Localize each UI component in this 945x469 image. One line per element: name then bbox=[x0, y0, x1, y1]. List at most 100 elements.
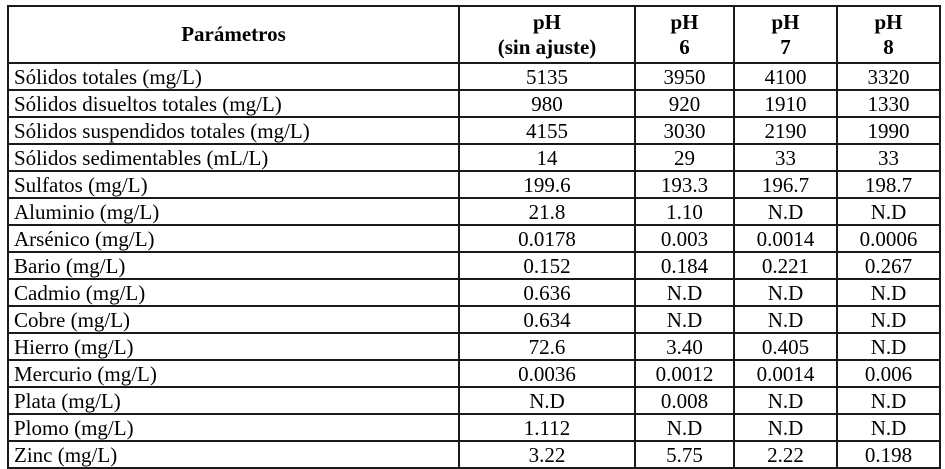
table-header-row: Parámetros pH (sin ajuste) pH 6 pH 7 pH 8 bbox=[7, 5, 941, 64]
value-cell: N.D bbox=[836, 197, 941, 226]
value-cell: 2190 bbox=[733, 116, 838, 145]
value-cell: 0.636 bbox=[458, 278, 636, 307]
value-cell: 0.0036 bbox=[458, 359, 636, 388]
parameter-name-cell: Sólidos totales (mg/L) bbox=[7, 62, 460, 91]
value-cell: N.D bbox=[634, 305, 735, 334]
table-row: Zinc (mg/L) 3.22 5.75 2.22 0.198 bbox=[7, 440, 941, 469]
column-header-ph: pH (sin ajuste) bbox=[458, 5, 636, 64]
table-row: Cadmio (mg/L) 0.636 N.D N.D N.D bbox=[7, 278, 941, 307]
parameter-name-cell: Arsénico (mg/L) bbox=[7, 224, 460, 253]
table-row: Sólidos totales (mg/L) 5135 3950 4100 3320 bbox=[7, 62, 941, 91]
value-cell: 0.152 bbox=[458, 251, 636, 280]
value-cell: 920 bbox=[634, 89, 735, 118]
value-cell: 0.003 bbox=[634, 224, 735, 253]
value-cell: N.D bbox=[634, 413, 735, 442]
value-cell: 14 bbox=[458, 143, 636, 172]
parameter-name-cell: Plomo (mg/L) bbox=[7, 413, 460, 442]
value-cell: N.D bbox=[634, 278, 735, 307]
ph-header-line1: pH bbox=[532, 9, 561, 34]
parameter-name-cell: Cadmio (mg/L) bbox=[7, 278, 460, 307]
value-cell: N.D bbox=[733, 386, 838, 415]
value-cell: 198.7 bbox=[836, 170, 941, 199]
value-cell: 1.10 bbox=[634, 197, 735, 226]
parameter-name-cell: Zinc (mg/L) bbox=[7, 440, 460, 469]
value-cell: 0.267 bbox=[836, 251, 941, 280]
value-cell: 0.0006 bbox=[836, 224, 941, 253]
value-cell: 0.405 bbox=[733, 332, 838, 361]
value-cell: 72.6 bbox=[458, 332, 636, 361]
value-cell: 33 bbox=[733, 143, 838, 172]
water-parameters-table: Parámetros pH (sin ajuste) pH 6 pH 7 pH 8 Sólid… bbox=[7, 5, 941, 469]
table-row: Mercurio (mg/L) 0.0036 0.0012 0.0014 0.006 bbox=[7, 359, 941, 388]
table-row: Arsénico (mg/L) 0.0178 0.003 0.0014 0.0006 bbox=[7, 224, 941, 253]
value-cell: N.D bbox=[733, 305, 838, 334]
value-cell: 3320 bbox=[836, 62, 941, 91]
table-row: Bario (mg/L) 0.152 0.184 0.221 0.267 bbox=[7, 251, 941, 280]
value-cell: 2.22 bbox=[733, 440, 838, 469]
table-row: Sólidos disueltos totales (mg/L) 980 920 19… bbox=[7, 89, 941, 118]
table-row: Sólidos suspendidos totales (mg/L) 4155 30… bbox=[7, 116, 941, 145]
value-cell: 0.634 bbox=[458, 305, 636, 334]
column-header-ph: pH 8 bbox=[836, 5, 941, 64]
value-cell: N.D bbox=[836, 278, 941, 307]
value-cell: 5.75 bbox=[634, 440, 735, 469]
column-header-ph: pH 6 bbox=[634, 5, 735, 64]
value-cell: 193.3 bbox=[634, 170, 735, 199]
value-cell: 3.22 bbox=[458, 440, 636, 469]
value-cell: N.D bbox=[836, 332, 941, 361]
value-cell: 0.0012 bbox=[634, 359, 735, 388]
value-cell: 0.184 bbox=[634, 251, 735, 280]
ph-header-line2: 8 bbox=[883, 34, 894, 59]
ph-header-line2: 7 bbox=[780, 34, 791, 59]
value-cell: N.D bbox=[733, 413, 838, 442]
value-cell: 199.6 bbox=[458, 170, 636, 199]
value-cell: 0.198 bbox=[836, 440, 941, 469]
value-cell: 33 bbox=[836, 143, 941, 172]
ph-header-line1: pH bbox=[874, 9, 903, 34]
value-cell: 21.8 bbox=[458, 197, 636, 226]
parameter-name-cell: Mercurio (mg/L) bbox=[7, 359, 460, 388]
value-cell: 1990 bbox=[836, 116, 941, 145]
ph-header-line2: (sin ajuste) bbox=[497, 34, 597, 59]
column-header-parametros: Parámetros bbox=[7, 5, 460, 64]
value-cell: 4100 bbox=[733, 62, 838, 91]
parameter-name-cell: Hierro (mg/L) bbox=[7, 332, 460, 361]
parameter-name-cell: Bario (mg/L) bbox=[7, 251, 460, 280]
value-cell: 0.0014 bbox=[733, 224, 838, 253]
parameter-name-cell: Plata (mg/L) bbox=[7, 386, 460, 415]
value-cell: N.D bbox=[733, 197, 838, 226]
parameter-name-cell: Sólidos sedimentables (mL/L) bbox=[7, 143, 460, 172]
table-row: Plata (mg/L) N.D 0.008 N.D N.D bbox=[7, 386, 941, 415]
value-cell: N.D bbox=[836, 386, 941, 415]
value-cell: 0.0178 bbox=[458, 224, 636, 253]
table-row: Cobre (mg/L) 0.634 N.D N.D N.D bbox=[7, 305, 941, 334]
ph-header-line2: 6 bbox=[679, 34, 690, 59]
value-cell: 5135 bbox=[458, 62, 636, 91]
parameter-name-cell: Sólidos disueltos totales (mg/L) bbox=[7, 89, 460, 118]
value-cell: 3030 bbox=[634, 116, 735, 145]
parameter-name-cell: Aluminio (mg/L) bbox=[7, 197, 460, 226]
column-header-ph: pH 7 bbox=[733, 5, 838, 64]
value-cell: 196.7 bbox=[733, 170, 838, 199]
ph-header-line1: pH bbox=[771, 9, 800, 34]
value-cell: 0.0014 bbox=[733, 359, 838, 388]
value-cell: 1.112 bbox=[458, 413, 636, 442]
value-cell: N.D bbox=[836, 413, 941, 442]
table-row: Plomo (mg/L) 1.112 N.D N.D N.D bbox=[7, 413, 941, 442]
value-cell: N.D bbox=[733, 278, 838, 307]
value-cell: 29 bbox=[634, 143, 735, 172]
ph-header-line1: pH bbox=[670, 9, 699, 34]
value-cell: 3.40 bbox=[634, 332, 735, 361]
table-row: Sólidos sedimentables (mL/L) 14 29 33 33 bbox=[7, 143, 941, 172]
parameter-name-cell: Sulfatos (mg/L) bbox=[7, 170, 460, 199]
value-cell: 0.006 bbox=[836, 359, 941, 388]
value-cell: 1910 bbox=[733, 89, 838, 118]
value-cell: 3950 bbox=[634, 62, 735, 91]
parameter-name-cell: Cobre (mg/L) bbox=[7, 305, 460, 334]
table-row: Aluminio (mg/L) 21.8 1.10 N.D N.D bbox=[7, 197, 941, 226]
table-row: Hierro (mg/L) 72.6 3.40 0.405 N.D bbox=[7, 332, 941, 361]
value-cell: N.D bbox=[836, 305, 941, 334]
value-cell: 0.008 bbox=[634, 386, 735, 415]
value-cell: 4155 bbox=[458, 116, 636, 145]
